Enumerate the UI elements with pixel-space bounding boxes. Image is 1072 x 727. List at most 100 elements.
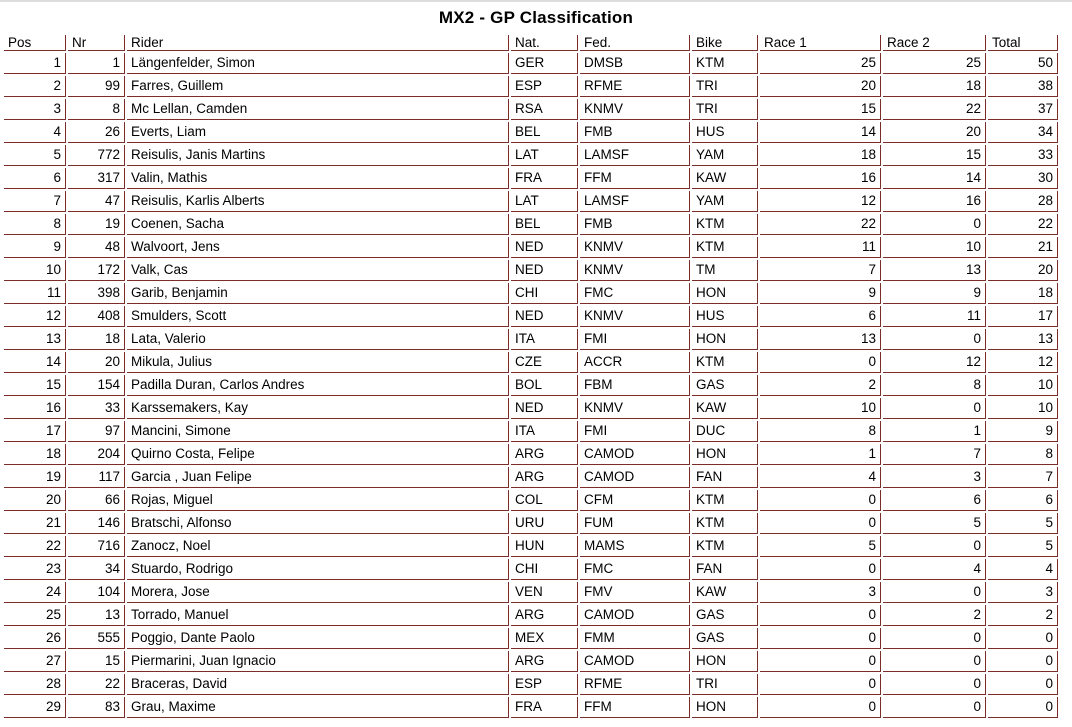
table-row: 1 1 Längenfelder, Simon GER DMSB KTM 25 25 50 (4, 53, 1058, 74)
cell-nr: 8 (68, 99, 125, 120)
cell-race2: 2 (883, 605, 986, 626)
table-row: 10 172 Valk, Cas NED KNMV TM 7 13 20 (4, 260, 1058, 281)
cell-race1: 10 (760, 398, 881, 419)
cell-bike: KAW (692, 398, 758, 419)
cell-total: 50 (988, 53, 1058, 74)
cell-nr: 83 (68, 697, 125, 718)
cell-rider: Karssemakers, Kay (127, 398, 509, 419)
cell-pos: 21 (4, 513, 66, 534)
cell-pos: 25 (4, 605, 66, 626)
cell-nat: GER (511, 53, 578, 74)
table-row: 3 8 Mc Lellan, Camden RSA KNMV TRI 15 22 37 (4, 99, 1058, 120)
cell-bike: FAN (692, 559, 758, 580)
cell-fed: FMC (580, 559, 690, 580)
cell-nr: 48 (68, 237, 125, 258)
cell-nat: ESP (511, 674, 578, 695)
cell-pos: 29 (4, 697, 66, 718)
table-row: 7 47 Reisulis, Karlis Alberts LAT LAMSF YAM 12… (4, 191, 1058, 212)
cell-pos: 28 (4, 674, 66, 695)
cell-bike: HUS (692, 306, 758, 327)
cell-nat: FRA (511, 168, 578, 189)
cell-nr: 18 (68, 329, 125, 350)
cell-race1: 5 (760, 536, 881, 557)
table-row: 5 772 Reisulis, Janis Martins LAT LAMSF YAM 18… (4, 145, 1058, 166)
cell-race1: 6 (760, 306, 881, 327)
header-row: Pos Nr Rider Nat. Fed. Bike Race 1 Race 2 Total (4, 35, 1058, 51)
cell-race1: 20 (760, 76, 881, 97)
table-row: 28 22 Braceras, David ESP RFME TRI 0 0 0 (4, 674, 1058, 695)
cell-total: 7 (988, 467, 1058, 488)
cell-race2: 12 (883, 352, 986, 373)
cell-pos: 17 (4, 421, 66, 442)
cell-race2: 16 (883, 191, 986, 212)
column-header-bike: Bike (692, 35, 758, 51)
cell-race1: 16 (760, 168, 881, 189)
cell-bike: HON (692, 697, 758, 718)
cell-pos: 10 (4, 260, 66, 281)
cell-race1: 22 (760, 214, 881, 235)
cell-nr: 154 (68, 375, 125, 396)
cell-nat: HUN (511, 536, 578, 557)
cell-race1: 0 (760, 605, 881, 626)
cell-nr: 104 (68, 582, 125, 603)
cell-nr: 172 (68, 260, 125, 281)
cell-pos: 23 (4, 559, 66, 580)
cell-nat: NED (511, 237, 578, 258)
cell-total: 8 (988, 444, 1058, 465)
cell-pos: 2 (4, 76, 66, 97)
cell-race2: 18 (883, 76, 986, 97)
cell-nr: 408 (68, 306, 125, 327)
cell-race2: 3 (883, 467, 986, 488)
cell-race1: 0 (760, 651, 881, 672)
cell-nat: BOL (511, 375, 578, 396)
cell-nr: 34 (68, 559, 125, 580)
cell-rider: Torrado, Manuel (127, 605, 509, 626)
cell-race1: 11 (760, 237, 881, 258)
cell-nat: RSA (511, 99, 578, 120)
column-header-nr: Nr (68, 35, 125, 51)
cell-race1: 25 (760, 53, 881, 74)
column-header-pos: Pos (4, 35, 66, 51)
table-row: 11 398 Garib, Benjamin CHI FMC HON 9 9 18 (4, 283, 1058, 304)
cell-bike: HUS (692, 122, 758, 143)
cell-nat: CHI (511, 559, 578, 580)
cell-pos: 18 (4, 444, 66, 465)
table-row: 27 15 Piermarini, Juan Ignacio ARG CAMOD HON 0… (4, 651, 1058, 672)
cell-total: 17 (988, 306, 1058, 327)
cell-fed: FMI (580, 329, 690, 350)
cell-bike: HON (692, 444, 758, 465)
table-row: 13 18 Lata, Valerio ITA FMI HON 13 0 13 (4, 329, 1058, 350)
cell-rider: Reisulis, Karlis Alberts (127, 191, 509, 212)
cell-bike: GAS (692, 605, 758, 626)
cell-total: 22 (988, 214, 1058, 235)
cell-nr: 146 (68, 513, 125, 534)
cell-bike: KTM (692, 53, 758, 74)
cell-bike: HON (692, 651, 758, 672)
table-body: 1 1 Längenfelder, Simon GER DMSB KTM 25 25 50 2 99… (4, 53, 1058, 718)
cell-bike: HON (692, 329, 758, 350)
cell-fed: FMB (580, 122, 690, 143)
cell-total: 2 (988, 605, 1058, 626)
cell-pos: 5 (4, 145, 66, 166)
cell-race1: 9 (760, 283, 881, 304)
table-row: 15 154 Padilla Duran, Carlos Andres BOL FBM G… (4, 375, 1058, 396)
cell-nat: BEL (511, 122, 578, 143)
cell-rider: Garib, Benjamin (127, 283, 509, 304)
column-header-race1: Race 1 (760, 35, 881, 51)
cell-fed: RFME (580, 674, 690, 695)
table-row: 20 66 Rojas, Miguel COL CFM KTM 0 6 6 (4, 490, 1058, 511)
cell-race1: 0 (760, 513, 881, 534)
cell-total: 4 (988, 559, 1058, 580)
cell-bike: DUC (692, 421, 758, 442)
cell-race1: 0 (760, 628, 881, 649)
cell-race2: 0 (883, 214, 986, 235)
column-header-rider: Rider (127, 35, 509, 51)
cell-bike: TM (692, 260, 758, 281)
cell-pos: 13 (4, 329, 66, 350)
cell-rider: Bratschi, Alfonso (127, 513, 509, 534)
cell-total: 13 (988, 329, 1058, 350)
cell-fed: FFM (580, 697, 690, 718)
cell-fed: MAMS (580, 536, 690, 557)
cell-nat: ARG (511, 605, 578, 626)
cell-nat: NED (511, 398, 578, 419)
